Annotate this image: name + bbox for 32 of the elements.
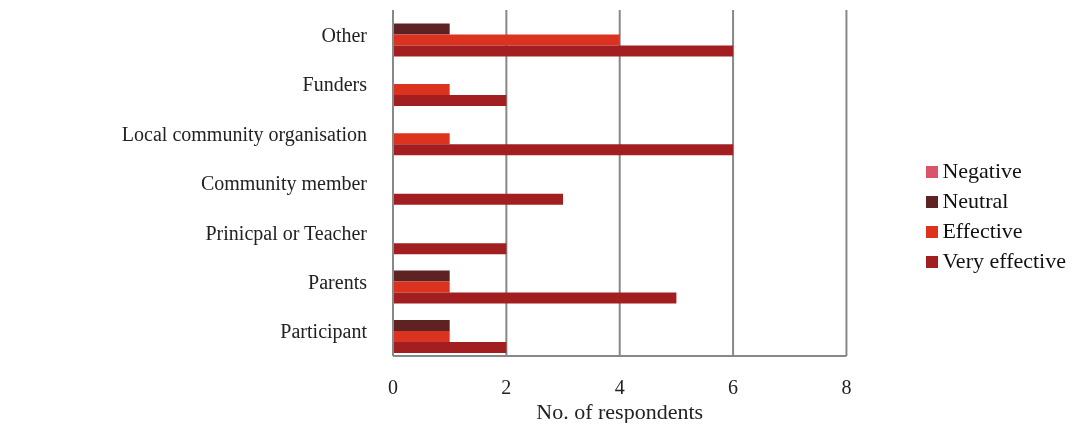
bar	[393, 45, 734, 57]
bar	[393, 193, 564, 205]
legend-label: Effective	[942, 217, 1023, 243]
bar	[393, 144, 734, 156]
bar	[393, 23, 450, 35]
bar	[393, 320, 450, 332]
bar	[393, 270, 450, 282]
bar	[393, 342, 507, 354]
bar	[393, 94, 507, 106]
y-tick-label: Parents	[308, 270, 368, 293]
x-tick-label: 6	[728, 376, 739, 399]
bar	[393, 34, 620, 46]
x-tick-label: 0	[388, 376, 398, 399]
y-tick-label: Other	[321, 23, 368, 46]
legend-label: Neutral	[942, 187, 1009, 213]
legend-label: Negative	[942, 157, 1022, 183]
x-axis-title: No. of respondents	[536, 399, 704, 424]
bar	[393, 243, 507, 255]
y-tick-label: Community member	[200, 172, 368, 196]
bar	[393, 292, 677, 304]
bar	[393, 83, 450, 95]
legend-label: Very effective	[942, 247, 1066, 273]
x-tick-label: 8	[841, 376, 852, 399]
y-tick-label: Prinicpal or Teacher	[205, 221, 368, 245]
bar	[393, 331, 450, 343]
x-tick-label: 2	[501, 376, 512, 399]
x-tick-label: 4	[614, 376, 625, 399]
bar	[393, 281, 450, 293]
bar	[393, 133, 450, 145]
y-tick-label: Funders	[302, 73, 368, 96]
y-tick-label: Local community organisation	[121, 122, 367, 146]
y-tick-label: Participant	[280, 320, 368, 344]
